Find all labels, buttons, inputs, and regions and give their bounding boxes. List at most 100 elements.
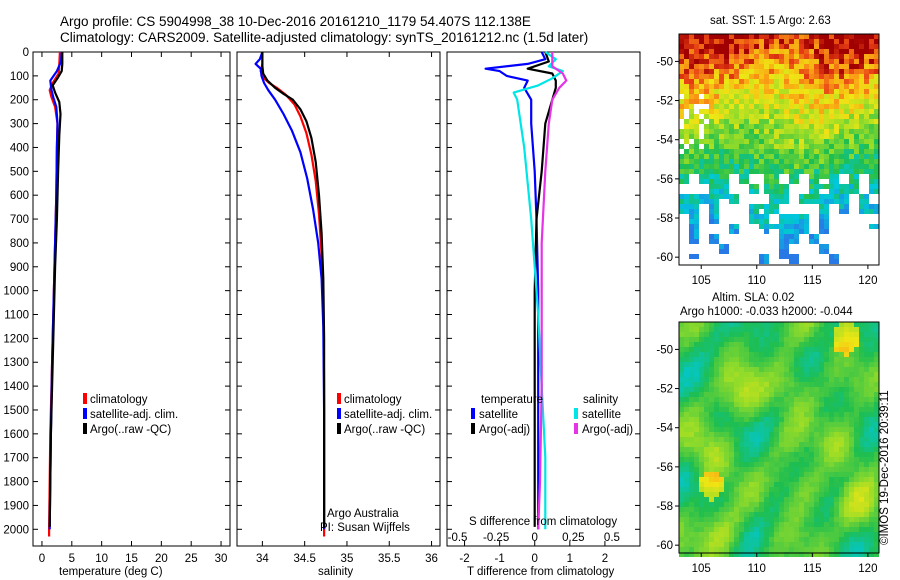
map-cell (759, 84, 764, 89)
map-cell (724, 357, 729, 362)
map-cell (719, 69, 724, 74)
map-cell (869, 159, 874, 164)
map-cell (719, 537, 724, 542)
map-cell (724, 437, 729, 442)
map-y-tick-label: -56 (656, 174, 673, 186)
map-cell (714, 54, 719, 59)
map-cell (874, 74, 879, 79)
map-cell (814, 362, 819, 367)
map-cell (759, 159, 764, 164)
salinity-axis-label: salinity (318, 566, 353, 578)
map-cell (824, 49, 829, 54)
map-cell (854, 39, 859, 44)
map-cell (719, 34, 724, 39)
map-cell (789, 259, 794, 264)
map-cell (814, 407, 819, 412)
map-cell (854, 467, 859, 472)
map-cell (864, 462, 869, 467)
map-cell (724, 94, 729, 99)
map-cell (794, 512, 799, 517)
map-cell (709, 472, 714, 477)
map-cell (814, 59, 819, 64)
map-cell (679, 347, 684, 352)
map-cell (704, 84, 709, 89)
map-cell (769, 69, 774, 74)
map-cell (804, 104, 809, 109)
map-cell (704, 34, 709, 39)
map-cell (704, 417, 709, 422)
depth-tick-label: 1800 (3, 477, 29, 489)
map-cell (829, 337, 834, 342)
map-cell (849, 327, 854, 332)
map-cell (774, 94, 779, 99)
map-cell (799, 347, 804, 352)
map-cell (724, 502, 729, 507)
map-cell (729, 134, 734, 139)
map-cell (874, 84, 879, 89)
map-cell (779, 482, 784, 487)
map-cell (799, 357, 804, 362)
map-cell (829, 114, 834, 119)
map-cell (694, 437, 699, 442)
map-cell (834, 437, 839, 442)
map-cell (679, 79, 684, 84)
map-cell (844, 382, 849, 387)
map-cell (874, 99, 879, 104)
series-line-climatology (259, 52, 326, 537)
map-cell (704, 527, 709, 532)
map-cell (734, 472, 739, 477)
map-cell (779, 114, 784, 119)
map-cell (789, 467, 794, 472)
map-cell (844, 462, 849, 467)
map-cell (754, 84, 759, 89)
map-cell (714, 219, 719, 224)
map-cell (834, 512, 839, 517)
map-cell (764, 34, 769, 39)
map-cell (859, 492, 864, 497)
map-cell (709, 462, 714, 467)
map-cell (769, 367, 774, 372)
map-cell (739, 387, 744, 392)
map-cell (804, 537, 809, 542)
map-cell (829, 412, 834, 417)
map-cell (799, 114, 804, 119)
map-cell (744, 64, 749, 69)
map-cell (784, 59, 789, 64)
map-cell (709, 337, 714, 342)
map-cell (744, 322, 749, 327)
map-cell (799, 502, 804, 507)
map-cell (709, 114, 714, 119)
map-cell (859, 109, 864, 114)
map-cell (774, 79, 779, 84)
map-cell (834, 199, 839, 204)
map-cell (684, 54, 689, 59)
map-cell (809, 134, 814, 139)
map-cell (869, 437, 874, 442)
map-cell (774, 537, 779, 542)
map-cell (704, 337, 709, 342)
map-cell (714, 209, 719, 214)
map-cell (739, 407, 744, 412)
map-cell (804, 377, 809, 382)
map-cell (709, 144, 714, 149)
map-cell (764, 114, 769, 119)
map-cell (799, 119, 804, 124)
map-cell (844, 64, 849, 69)
map-cell (759, 134, 764, 139)
map-cell (769, 352, 774, 357)
map-cell (859, 487, 864, 492)
map-cell (819, 174, 824, 179)
map-cell (769, 199, 774, 204)
map-cell (754, 477, 759, 482)
map-cell (719, 74, 724, 79)
map-cell (779, 432, 784, 437)
map-cell (719, 527, 724, 532)
map-cell (754, 352, 759, 357)
map-cell (724, 104, 729, 109)
map-cell (864, 69, 869, 74)
map-cell (864, 547, 869, 552)
map-cell (764, 347, 769, 352)
map-cell (869, 467, 874, 472)
legend-label-climatology: climatology (344, 394, 402, 406)
map-cell (769, 327, 774, 332)
